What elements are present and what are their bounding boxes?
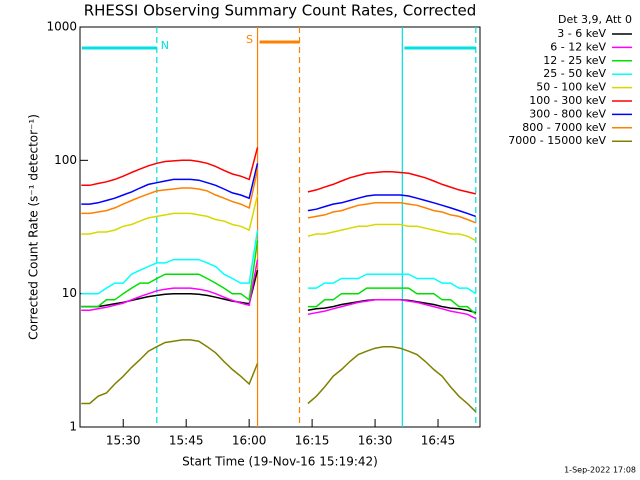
series-line — [81, 259, 477, 320]
series-line — [81, 339, 477, 413]
x-tick-label: 16:45 — [421, 434, 456, 448]
x-tick-label: 16:30 — [358, 434, 393, 448]
series-line — [81, 194, 477, 242]
annotation-label: S — [246, 33, 253, 46]
series-line — [81, 169, 477, 224]
plot-frame — [79, 26, 481, 428]
x-axis-label: Start Time (19-Nov-16 15:19:42) — [182, 455, 378, 469]
footer: 1-Sep-2022 17:08 — [564, 466, 636, 475]
x-tick-label: 16:00 — [232, 434, 267, 448]
legend-label: 7000 - 15000 keV — [508, 134, 606, 147]
chart-title: RHESSI Observing Summary Count Rates, Co… — [84, 2, 477, 20]
x-tick-label: 16:15 — [295, 434, 330, 448]
legend-label: 300 - 800 keV — [529, 107, 606, 120]
legend-label: 50 - 100 keV — [536, 81, 606, 94]
series-line — [81, 240, 477, 315]
legend-label: 3 - 6 keV — [557, 27, 606, 40]
annotation-label: N — [161, 39, 169, 52]
y-tick-label: 1 — [69, 420, 77, 434]
y-tick-label: 1000 — [46, 20, 77, 34]
series-line — [81, 163, 477, 218]
legend-label: 6 - 12 keV — [550, 40, 606, 53]
y-tick-label: 100 — [54, 153, 77, 167]
legend-label: 25 - 50 keV — [543, 67, 606, 80]
y-axis-label: Corrected Count Rate (s⁻¹ detector⁻¹) — [27, 114, 41, 340]
x-tick-label: 15:30 — [106, 434, 141, 448]
legend-label: 800 - 7000 keV — [522, 121, 606, 134]
y-tick-label: 10 — [62, 286, 77, 300]
series-line — [81, 147, 476, 195]
x-tick-label: 15:45 — [169, 434, 204, 448]
series-line — [81, 229, 477, 295]
legend-title: Det 3,9, Att 0 — [558, 13, 632, 26]
legend-label: 12 - 25 keV — [543, 54, 606, 67]
legend-label: 100 - 300 keV — [529, 94, 606, 107]
